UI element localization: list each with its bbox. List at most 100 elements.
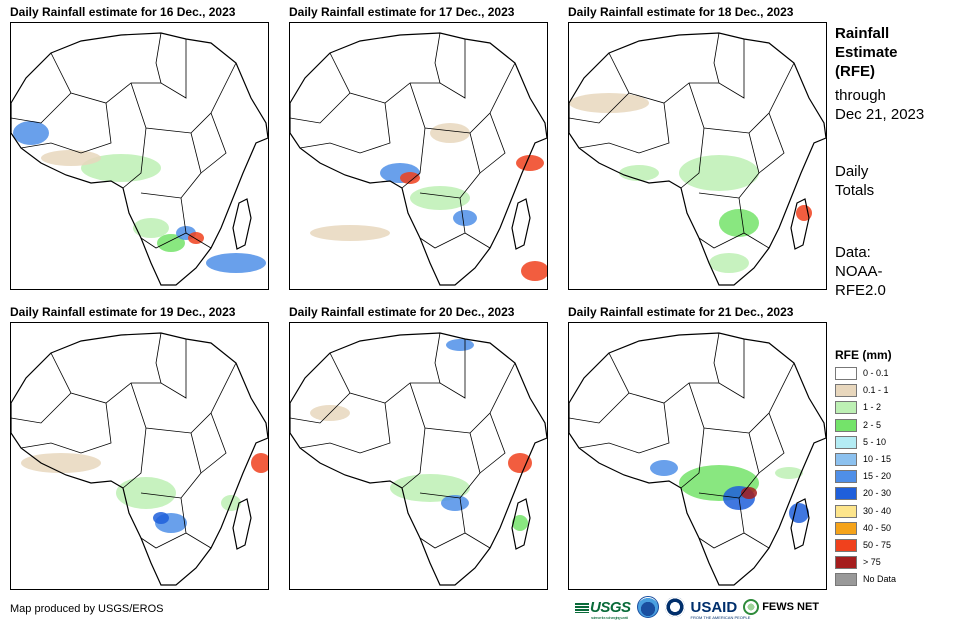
country-border bbox=[464, 532, 491, 549]
rainfall-patch bbox=[157, 234, 185, 252]
country-border bbox=[130, 62, 237, 134]
sidebar-title-line1: Rainfall bbox=[835, 25, 890, 42]
sidebar-title-line3: (RFE) bbox=[835, 63, 875, 80]
map-panel-5 bbox=[289, 322, 548, 590]
rainfall-patch bbox=[81, 154, 161, 182]
legend-label: 0 - 0.1 bbox=[863, 368, 889, 378]
country-border bbox=[419, 197, 466, 249]
country-border bbox=[140, 132, 202, 199]
country-border bbox=[578, 402, 670, 454]
legend-swatch bbox=[835, 538, 857, 552]
rainfall-patch bbox=[310, 225, 390, 241]
rainfall-patch bbox=[116, 477, 176, 509]
africa-map bbox=[290, 332, 547, 586]
rainfall-patch bbox=[569, 93, 649, 113]
rainfall-patch bbox=[41, 150, 101, 166]
country-border bbox=[688, 62, 795, 134]
country-border bbox=[329, 339, 466, 404]
rainfall-patch bbox=[430, 123, 470, 143]
africa-coastline bbox=[290, 332, 547, 586]
rainfall-patch bbox=[796, 205, 812, 221]
usgs-logo: USGS science for a changing world bbox=[575, 598, 631, 620]
usaid-logo-tagline: FROM THE AMERICAN PEOPLE bbox=[690, 614, 751, 620]
country-border bbox=[419, 432, 481, 499]
panel-title-5: Daily Rainfall estimate for 20 Dec., 202… bbox=[289, 305, 515, 319]
legend-label: 40 - 50 bbox=[863, 522, 892, 533]
legend-swatch bbox=[835, 487, 857, 501]
madagascar-outline bbox=[511, 198, 531, 250]
rainfall-patch bbox=[410, 186, 470, 210]
rainfall-patch bbox=[650, 460, 678, 476]
rainfall-patch bbox=[679, 155, 759, 191]
rainfall-patch bbox=[521, 261, 547, 281]
country-border bbox=[479, 412, 506, 474]
logo-strip: USGS science for a changing world USAID … bbox=[575, 596, 820, 620]
madagascar-outline bbox=[790, 198, 810, 250]
usgs-logo-text: USGS bbox=[590, 598, 631, 616]
legend-label: > 75 bbox=[863, 557, 881, 568]
panel-title-6: Daily Rainfall estimate for 21 Dec., 202… bbox=[568, 305, 794, 319]
country-border bbox=[419, 132, 481, 199]
legend-label: 2 - 5 bbox=[863, 419, 882, 430]
legend-swatch bbox=[835, 470, 857, 484]
legend-label: No Data bbox=[863, 574, 897, 585]
sidebar-daily: Daily Totals bbox=[835, 162, 874, 200]
rainfall-patch bbox=[512, 515, 528, 531]
country-border bbox=[20, 102, 112, 154]
fews-logo-text: FEWS NET bbox=[762, 601, 820, 613]
country-border bbox=[409, 362, 516, 434]
country-border bbox=[140, 432, 202, 499]
country-border bbox=[680, 427, 705, 489]
noaa-logo-icon bbox=[636, 596, 659, 618]
legend-swatch bbox=[835, 401, 857, 415]
country-border bbox=[329, 39, 466, 104]
sidebar-data-line1: Data: bbox=[835, 244, 871, 261]
country-border bbox=[688, 362, 795, 434]
rainfall-patch bbox=[133, 218, 169, 238]
legend-title: RFE (mm) bbox=[835, 348, 892, 362]
rainfall-patch bbox=[619, 165, 659, 181]
legend-swatch bbox=[835, 435, 857, 449]
sidebar-through: through Dec 21, 2023 bbox=[835, 86, 924, 124]
country-border bbox=[401, 127, 426, 189]
africa-map bbox=[569, 32, 826, 286]
rainfall-patch bbox=[13, 121, 49, 145]
country-border bbox=[200, 112, 227, 174]
panel-title-2: Daily Rainfall estimate for 17 Dec., 202… bbox=[289, 5, 515, 19]
map-panel-1 bbox=[10, 22, 269, 290]
legend-label: 10 - 15 bbox=[863, 453, 892, 464]
rainfall-patch bbox=[251, 453, 268, 473]
rainfall-patch bbox=[206, 253, 266, 273]
country-border bbox=[290, 392, 351, 424]
africa-map bbox=[569, 332, 826, 586]
country-border bbox=[122, 427, 147, 489]
country-border bbox=[464, 232, 491, 249]
madagascar-outline bbox=[511, 498, 531, 550]
country-border bbox=[698, 132, 760, 199]
legend-label: 0.1 - 1 bbox=[863, 385, 889, 396]
country-border bbox=[743, 232, 770, 249]
africa-coastline bbox=[11, 332, 268, 586]
madagascar-outline bbox=[232, 198, 252, 250]
country-border bbox=[698, 197, 745, 249]
madagascar-outline bbox=[790, 498, 810, 550]
rainfall-patch bbox=[446, 339, 474, 351]
legend-label: 1 - 2 bbox=[863, 402, 882, 413]
country-border bbox=[11, 92, 72, 124]
rainfall-patch bbox=[516, 155, 544, 171]
legend-swatch bbox=[835, 504, 857, 518]
legend-label: 50 - 75 bbox=[863, 539, 892, 550]
country-border bbox=[140, 197, 187, 249]
country-border bbox=[698, 432, 760, 499]
country-border bbox=[608, 39, 745, 104]
country-border bbox=[713, 332, 720, 384]
country-border bbox=[11, 392, 72, 424]
africa-map bbox=[11, 32, 268, 286]
fews-globe-icon bbox=[743, 599, 760, 615]
country-border bbox=[608, 339, 745, 404]
rainfall-patch bbox=[153, 512, 169, 524]
country-border bbox=[713, 32, 720, 84]
country-border bbox=[434, 32, 441, 84]
legend-label: 5 - 10 bbox=[863, 436, 887, 447]
country-border bbox=[409, 62, 516, 134]
